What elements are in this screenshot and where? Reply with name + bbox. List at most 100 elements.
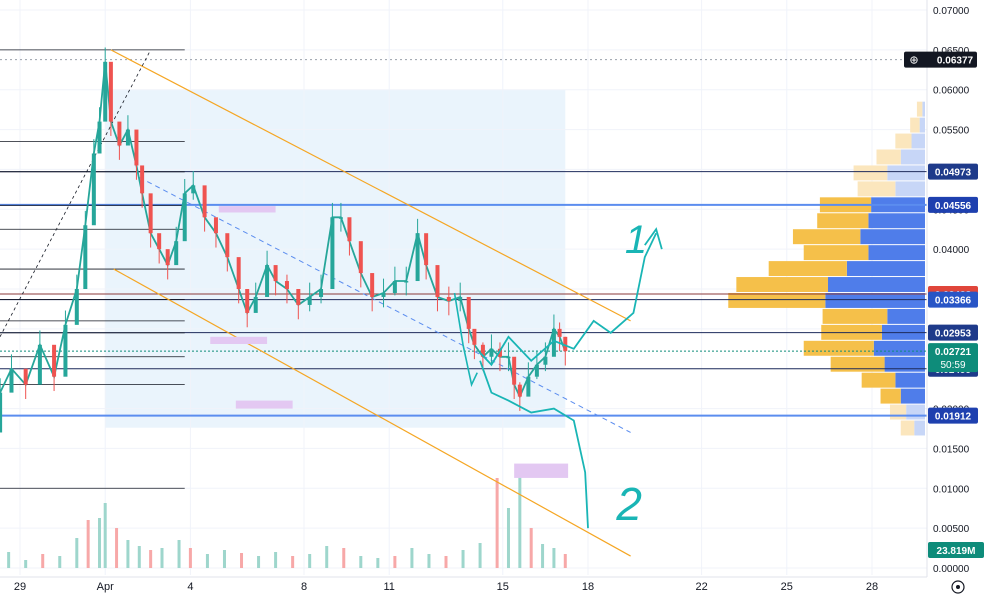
candle-body <box>202 185 207 218</box>
channel-upper-line <box>110 49 631 322</box>
volume-bar <box>325 546 329 568</box>
volume-profile-sell-bar <box>887 308 925 324</box>
volume-bar <box>103 503 107 568</box>
candle-body <box>307 296 312 305</box>
volume-bar <box>410 548 414 568</box>
candle-body <box>338 217 343 219</box>
x-tick-label: 28 <box>866 581 878 593</box>
add-alert-icon: ⊕ <box>909 55 918 67</box>
volume-bar <box>137 546 141 568</box>
candle-body <box>265 265 270 297</box>
price-level-badge <box>928 407 978 424</box>
volume-profile-buy-bar <box>910 117 920 133</box>
volume-bar <box>7 552 11 568</box>
volume-bar <box>240 553 244 568</box>
candle-countdown: 50:59 <box>940 360 965 371</box>
volume-bar <box>478 543 482 568</box>
candle-body <box>415 233 420 282</box>
candle-body <box>517 384 522 397</box>
x-tick-label: 8 <box>301 581 307 593</box>
volume-bar <box>177 540 181 568</box>
volume-bar <box>427 554 431 568</box>
scenario-1-label: 1 <box>625 218 647 262</box>
volume-profile-sell-bar <box>895 181 925 197</box>
volume-profile-buy-bar <box>916 101 923 117</box>
volume-bar <box>308 554 312 568</box>
volume-profile-sell-bar <box>900 388 925 404</box>
volume-bar <box>444 556 448 568</box>
candle-body <box>0 392 3 433</box>
volume-profile-sell-bar <box>887 165 925 181</box>
candle-body <box>472 328 477 345</box>
volume-profile-buy-bar <box>830 356 885 372</box>
volume-profile-sell-bar <box>873 340 925 356</box>
x-tick-label: 4 <box>187 581 193 593</box>
volume-bar <box>563 554 567 568</box>
y-tick-label: 0.05500 <box>933 126 970 137</box>
volume-bar <box>75 538 79 568</box>
volume-bar <box>376 558 380 568</box>
price-level-label: 0.04556 <box>935 201 972 212</box>
volume-bar <box>359 556 363 568</box>
price-level-label: 0.02953 <box>935 329 972 340</box>
volume-profile-buy-bar <box>792 229 861 245</box>
volume-bar <box>495 478 499 568</box>
volume-bar <box>188 548 192 568</box>
volume-profile-sell-bar <box>825 292 925 308</box>
candle-body <box>148 193 153 234</box>
volume-profile-buy-bar <box>857 181 896 197</box>
candle-body <box>157 233 162 250</box>
scenario-down-path <box>479 360 589 529</box>
volume-badge <box>928 542 984 558</box>
volume-bar <box>205 554 209 568</box>
candle-body <box>358 241 363 274</box>
volume-bar <box>115 528 119 568</box>
volume-profile-sell-bar <box>906 404 925 420</box>
x-tick-label: 18 <box>582 581 594 593</box>
volume-profile-buy-bar <box>861 372 896 388</box>
candle-body <box>165 249 170 266</box>
highlight-box <box>514 463 569 478</box>
volume-profile-buy-bar <box>853 165 888 181</box>
candle-body <box>296 289 301 305</box>
volume-bar <box>274 552 278 568</box>
volume-profile-sell-bar <box>895 372 925 388</box>
volume-profile-sell-bar <box>922 101 925 117</box>
volume-bar <box>518 468 522 568</box>
y-tick-label: 0.01500 <box>933 444 970 455</box>
date-price-range-box <box>105 89 566 428</box>
candle-body <box>466 296 471 329</box>
candle-body <box>557 328 562 337</box>
ath-badge <box>904 51 977 68</box>
candle-body <box>108 61 113 122</box>
volume-profile-buy-bar <box>889 404 907 420</box>
volume-profile-buy-bar <box>803 245 869 261</box>
pen-arrow-down <box>453 292 478 388</box>
price-level-badge <box>928 291 978 308</box>
candle-body <box>117 121 122 146</box>
current-price-label: 0.02721 <box>935 347 972 358</box>
highlight-box <box>218 206 276 213</box>
settings-icon <box>951 580 965 594</box>
highlight-box <box>235 400 293 409</box>
volume-profile-buy-bar <box>736 277 828 292</box>
price-level-badge <box>928 324 978 341</box>
channel-lower-line <box>113 268 631 557</box>
candle-body <box>497 348 502 357</box>
y-tick-label: 0.06500 <box>933 46 970 57</box>
candle-body <box>506 356 511 359</box>
candle-body <box>543 356 548 365</box>
volume-bar <box>149 550 153 568</box>
volume-profile-buy-bar <box>768 261 847 277</box>
volume-bar <box>126 540 130 568</box>
candle-body <box>74 289 79 325</box>
candle-body <box>213 217 218 234</box>
y-tick-label: 0.06000 <box>933 86 970 97</box>
volume-profile-sell-bar <box>900 149 925 165</box>
volume-bar <box>529 528 533 568</box>
candle-body <box>253 296 258 313</box>
volume-bar <box>86 520 90 568</box>
y-tick-label: 0.00500 <box>933 524 970 535</box>
volume-profile-buy-bar <box>880 388 901 404</box>
